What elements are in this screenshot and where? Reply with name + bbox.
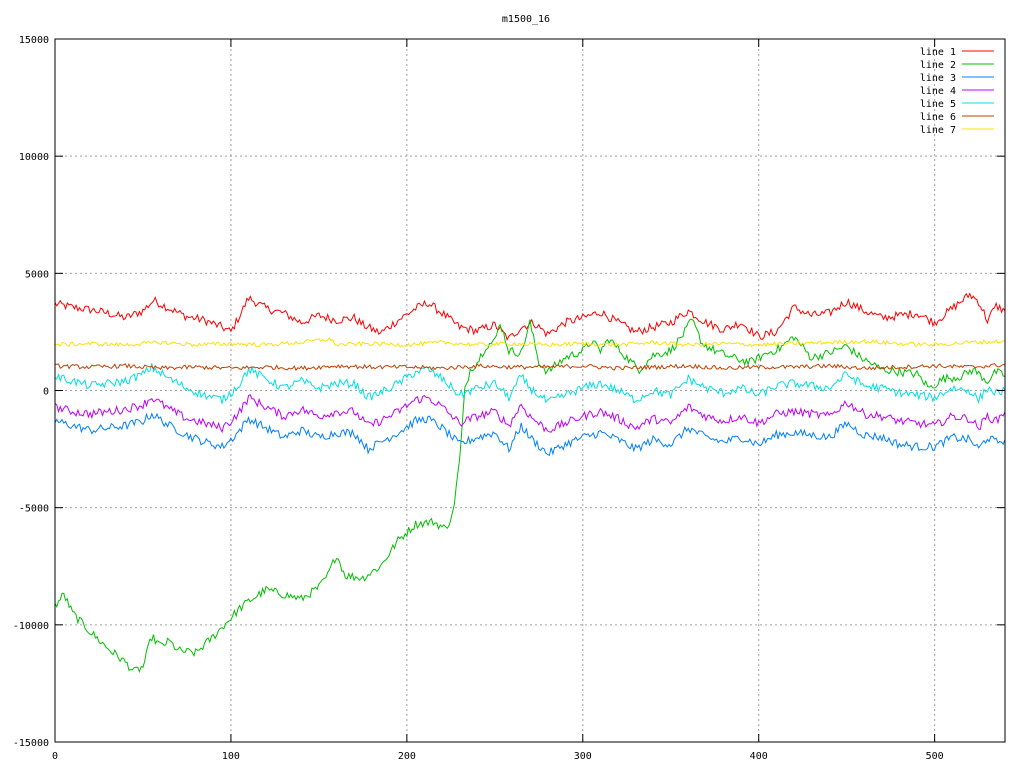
x-tick-label: 300 — [574, 751, 592, 762]
grid — [55, 39, 1005, 742]
y-tick-label: -5000 — [19, 504, 49, 515]
series-line-7 — [55, 336, 1006, 348]
y-tick-label: 10000 — [19, 152, 49, 163]
legend-label: line 1 — [920, 47, 956, 58]
x-tick-label: 400 — [750, 751, 768, 762]
y-tick-label: -10000 — [13, 621, 49, 632]
y-tick-label: 5000 — [25, 269, 49, 280]
legend-label: line 2 — [920, 60, 956, 71]
series-line-6 — [54, 362, 1006, 372]
y-tick-label: -15000 — [13, 738, 49, 749]
x-tick-label: 100 — [222, 751, 240, 762]
series-group — [54, 292, 1006, 674]
legend-label: line 3 — [920, 73, 956, 84]
y-tick-label: 15000 — [19, 35, 49, 46]
y-tick-label: 0 — [43, 387, 49, 398]
series-line-5 — [54, 363, 1006, 405]
legend: line 1 line 2 line 3 line 4 line 5 line 6 line… — [920, 47, 994, 136]
x-tick-label: 0 — [52, 751, 58, 762]
chart-title: m1500_16 — [502, 14, 550, 25]
series-line-4 — [54, 394, 1006, 434]
legend-label: line 7 — [920, 125, 956, 136]
legend-label: line 5 — [920, 99, 956, 110]
x-tick-label: 500 — [926, 751, 944, 762]
legend-label: line 4 — [920, 86, 956, 97]
series-line-3 — [54, 412, 1006, 457]
axis-ticks: -15000 -10000 -5000 0 5000 10000 15000 0 100 200 3… — [13, 35, 1005, 762]
legend-label: line 6 — [920, 112, 956, 123]
series-line-2 — [54, 318, 1006, 674]
x-tick-label: 200 — [398, 751, 416, 762]
